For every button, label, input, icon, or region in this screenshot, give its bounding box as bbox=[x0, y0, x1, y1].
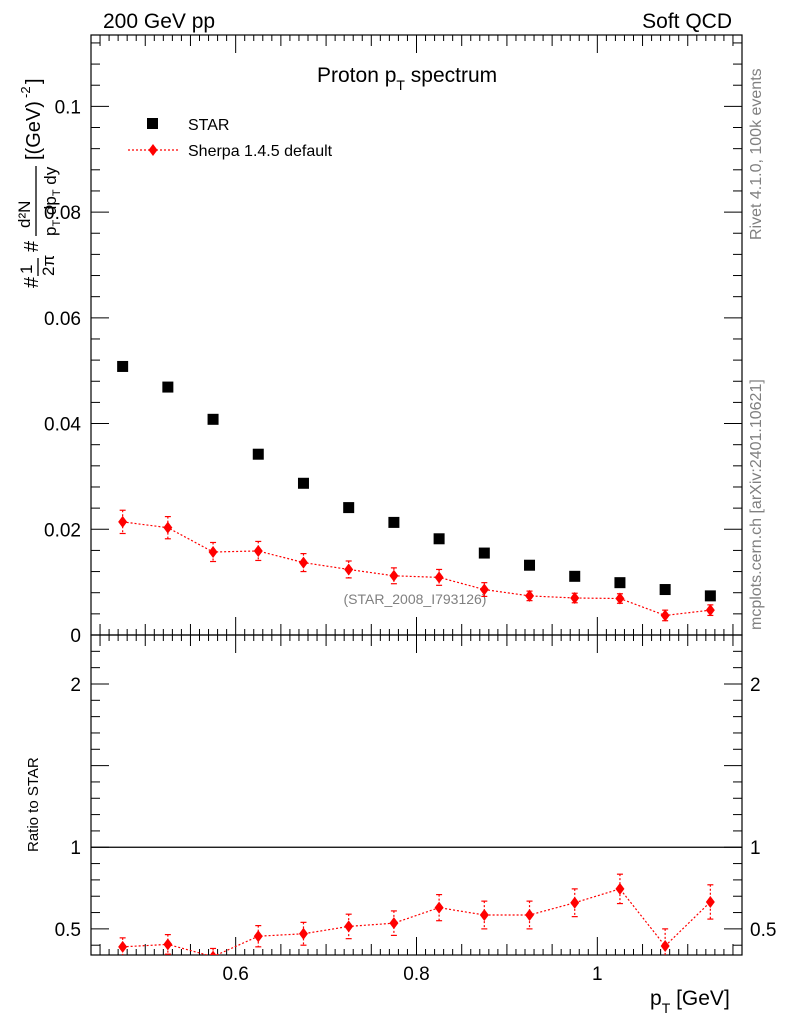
x-axis-label: pT [GeV] bbox=[650, 987, 730, 1016]
star-point bbox=[297, 477, 309, 489]
svg-text:#: # bbox=[21, 276, 43, 288]
ratio-y-tick-label-right: 1 bbox=[750, 838, 761, 859]
ratio-point bbox=[479, 909, 489, 921]
star-point bbox=[478, 547, 490, 559]
header-left: 200 GeV pp bbox=[103, 10, 215, 33]
svg-text:pT dpT dy: pT dpT dy bbox=[41, 166, 63, 236]
sherpa-point bbox=[705, 604, 715, 617]
ratio-point bbox=[253, 930, 263, 943]
star-point bbox=[388, 516, 400, 528]
legend-sherpa-marker bbox=[148, 144, 158, 156]
sherpa-point bbox=[660, 609, 670, 622]
ratio-point bbox=[298, 927, 308, 940]
star-point bbox=[524, 559, 536, 571]
chart-title: Proton pT spectrum bbox=[317, 64, 497, 93]
sherpa-point bbox=[163, 521, 173, 534]
ratio-line bbox=[122, 888, 711, 955]
star-point bbox=[117, 360, 129, 372]
top-y-tick-label: 0.06 bbox=[44, 309, 81, 330]
ratio-point bbox=[163, 938, 173, 951]
star-point bbox=[433, 533, 445, 545]
star-point bbox=[569, 570, 581, 582]
svg-text:2π: 2π bbox=[39, 255, 58, 276]
legend-star-label: STAR bbox=[188, 117, 229, 134]
sherpa-point bbox=[389, 569, 399, 582]
sherpa-line bbox=[122, 521, 711, 617]
top-ylabel: # 1 2π # d²N pT dpT dy [(GeV) -2 ] bbox=[15, 78, 63, 288]
star-point bbox=[614, 577, 626, 589]
ratio-y-tick-label-right: 0.5 bbox=[750, 920, 776, 941]
svg-text:]: ] bbox=[23, 78, 45, 84]
star-point bbox=[704, 590, 716, 602]
sherpa-point bbox=[253, 544, 263, 557]
header-right: Soft QCD bbox=[642, 10, 732, 33]
sherpa-point bbox=[525, 589, 535, 602]
mcplots-label: mcplots.cern.ch [arXiv:2401.10621] bbox=[748, 379, 765, 630]
ratio-point bbox=[570, 896, 580, 909]
svg-text:[(GeV): [(GeV) bbox=[23, 101, 45, 160]
ratio-point bbox=[705, 895, 715, 908]
ratio-frame bbox=[90, 634, 743, 956]
analysis-watermark: (STAR_2008_I793126) bbox=[344, 591, 487, 607]
x-tick-label: 0.8 bbox=[403, 964, 429, 985]
legend-sherpa-label: Sherpa 1.4.5 default bbox=[188, 143, 333, 160]
star-point bbox=[162, 381, 174, 393]
ratio-y-tick-label-left: 2 bbox=[70, 675, 81, 696]
ratio-point bbox=[660, 940, 670, 953]
ratio-point bbox=[389, 917, 399, 930]
ratio-point bbox=[434, 901, 444, 914]
ratio-y-tick-label-left: 1 bbox=[70, 838, 81, 859]
top-y-tick-label: 0.1 bbox=[55, 97, 81, 118]
ratio-point bbox=[525, 909, 535, 921]
sherpa-point bbox=[615, 592, 625, 605]
sherpa-point bbox=[434, 571, 444, 584]
legend-star-marker bbox=[147, 118, 158, 129]
ratio-ylabel: Ratio to STAR bbox=[25, 757, 42, 852]
top-y-tick-label: 0.02 bbox=[44, 520, 81, 541]
x-tick-label: 1 bbox=[592, 964, 603, 985]
svg-text:#: # bbox=[21, 240, 43, 252]
ratio-point bbox=[615, 882, 625, 895]
top-y-tick-label: 0.04 bbox=[44, 415, 81, 436]
sherpa-point bbox=[479, 583, 489, 596]
ratio-point bbox=[118, 940, 128, 953]
star-point bbox=[252, 448, 264, 460]
rivet-label: Rivet 4.1.0, 100k events bbox=[748, 68, 765, 240]
ratio-y-tick-label-left: 0.5 bbox=[55, 920, 81, 941]
sherpa-point bbox=[298, 556, 308, 569]
svg-text:-2: -2 bbox=[18, 86, 33, 98]
x-tick-label: 0.6 bbox=[222, 964, 248, 985]
star-point bbox=[659, 584, 671, 596]
svg-text:d²N: d²N bbox=[15, 201, 34, 228]
ratio-point bbox=[344, 920, 354, 933]
sherpa-point bbox=[208, 546, 218, 559]
top-y-tick-label: 0 bbox=[70, 626, 81, 647]
star-point bbox=[207, 413, 219, 425]
top-y-tick-label: 0.08 bbox=[44, 203, 81, 224]
ratio-y-tick-label-right: 2 bbox=[750, 675, 761, 696]
star-point bbox=[343, 502, 355, 514]
sherpa-point bbox=[118, 515, 128, 528]
svg-text:1: 1 bbox=[17, 265, 36, 274]
sherpa-point bbox=[570, 591, 580, 604]
ratio-series-group bbox=[118, 873, 715, 955]
sherpa-point bbox=[344, 563, 354, 576]
ratio-point bbox=[209, 950, 217, 955]
